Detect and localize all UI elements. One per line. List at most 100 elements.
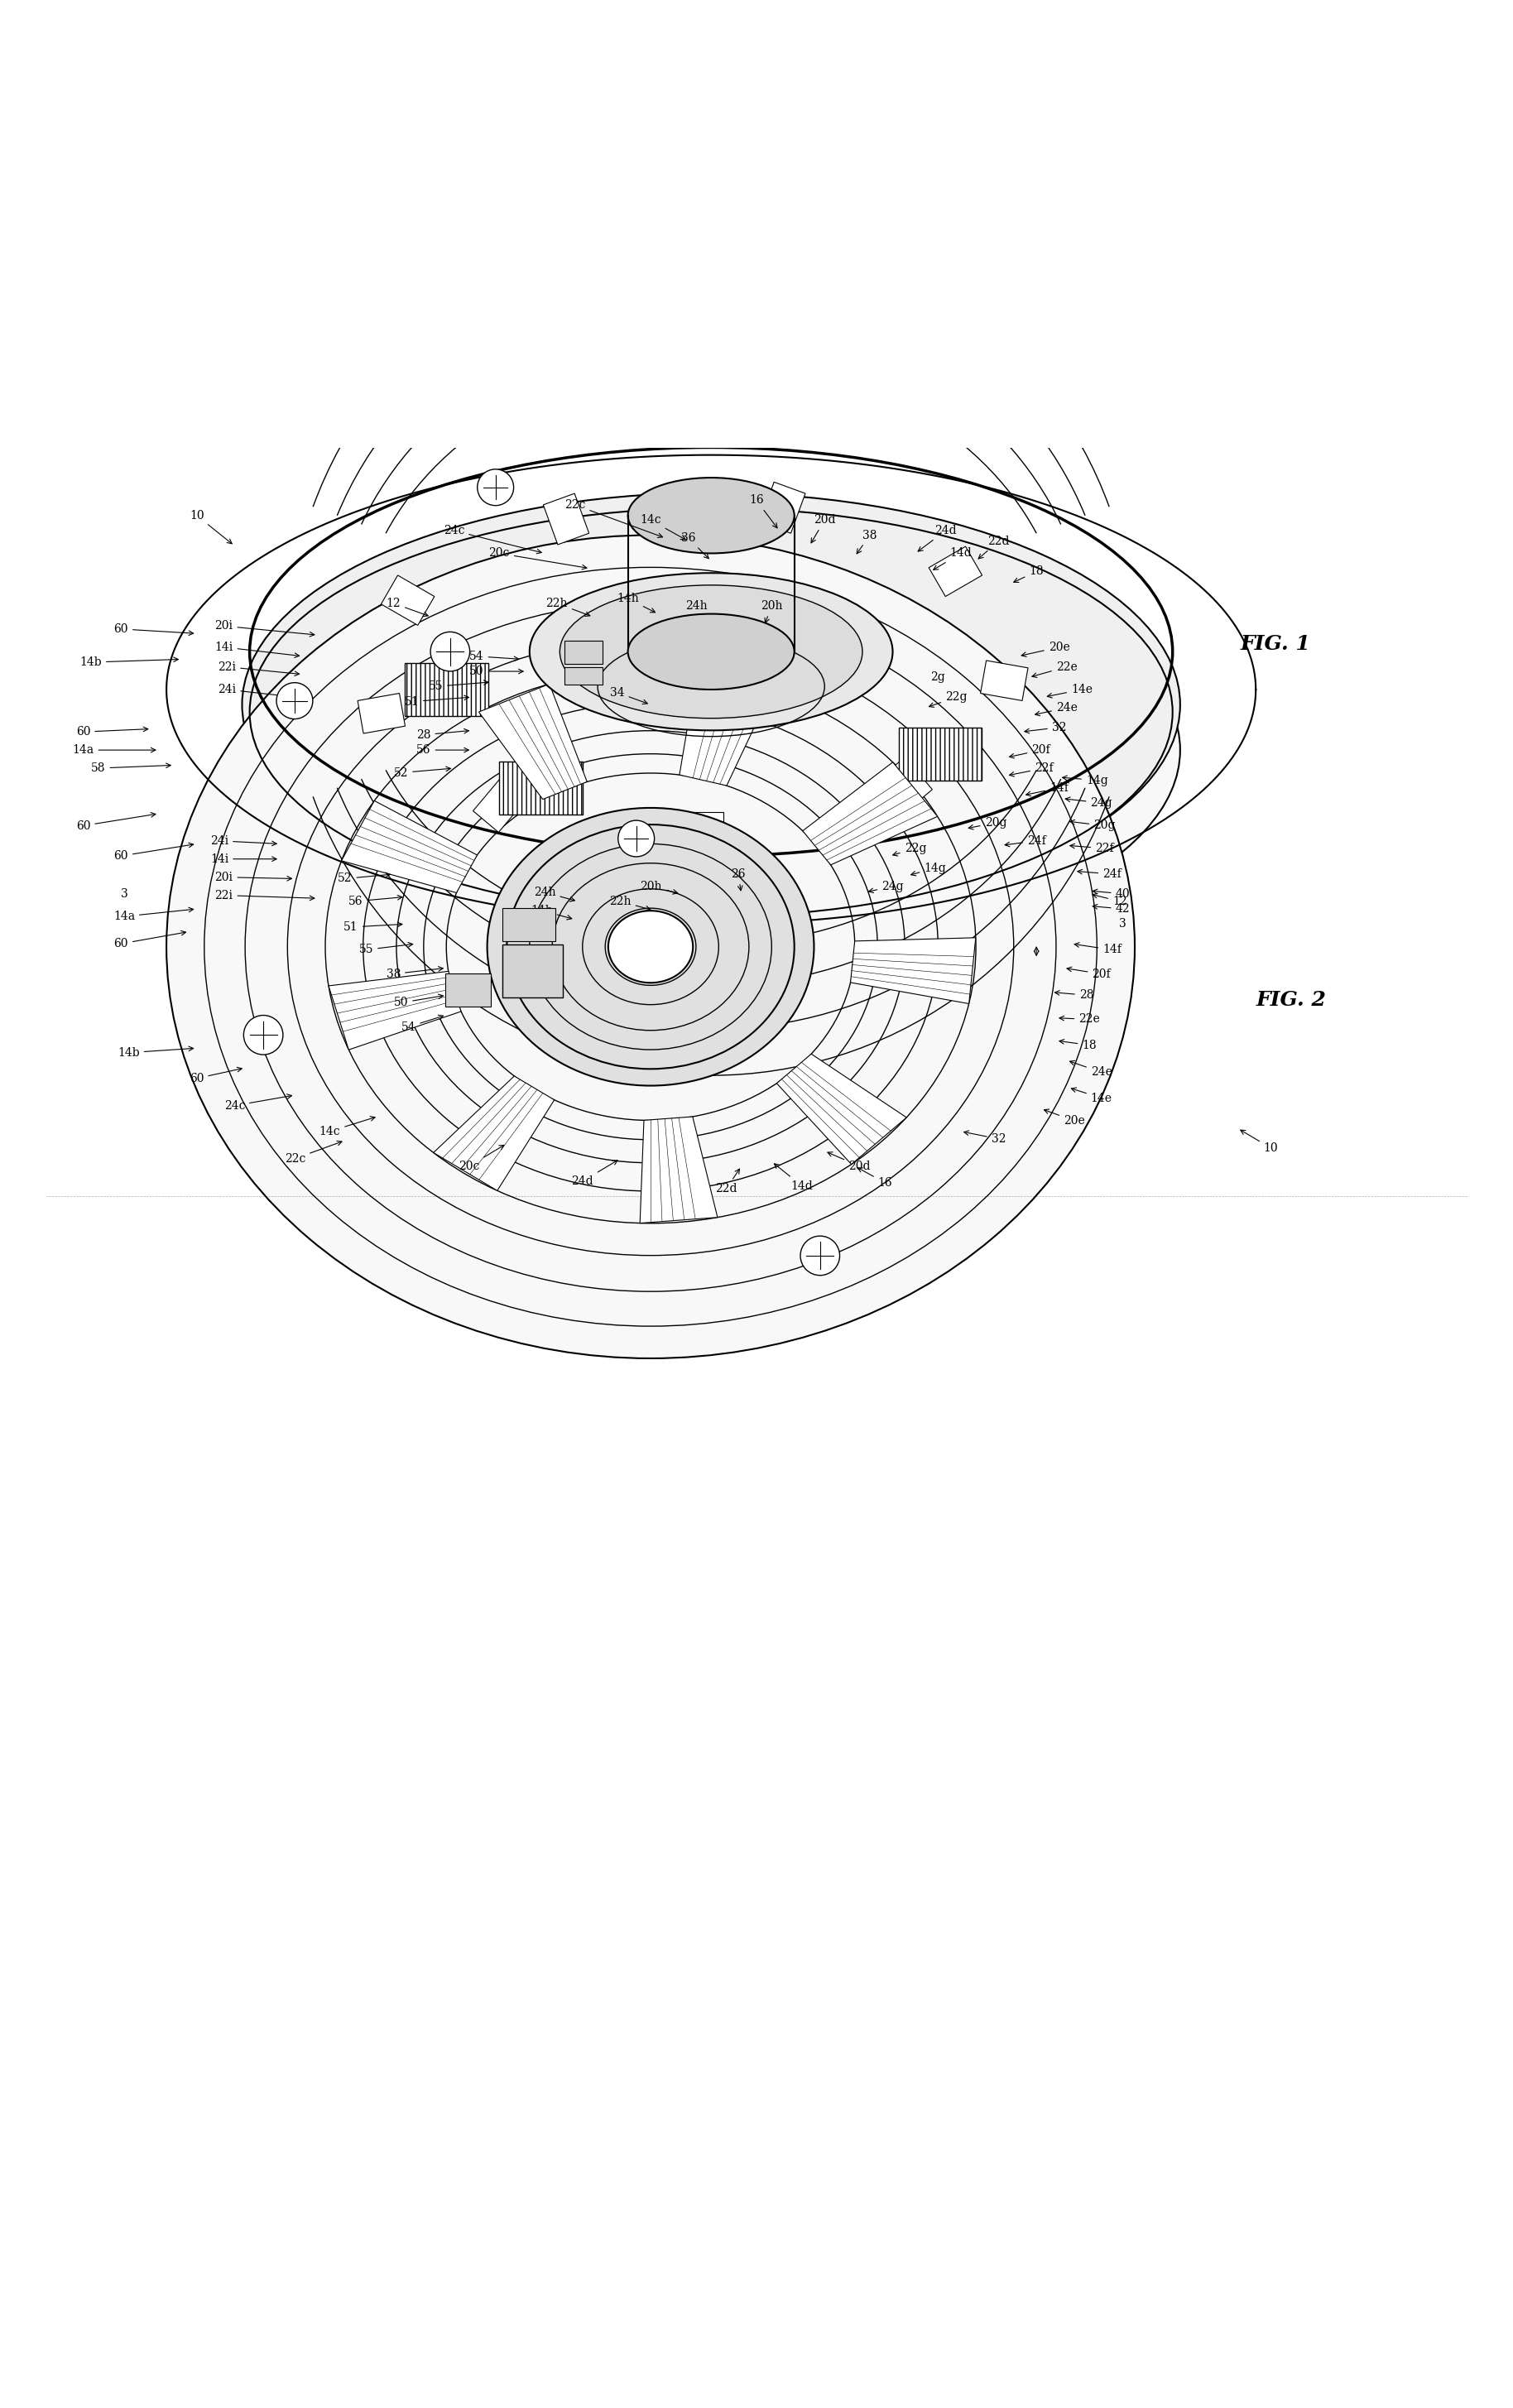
Text: 24e: 24e — [1070, 1060, 1112, 1079]
Bar — [357, 694, 405, 734]
Text: 20e: 20e — [1021, 641, 1070, 657]
Circle shape — [277, 681, 313, 720]
Circle shape — [244, 1016, 283, 1055]
Bar — [499, 761, 583, 814]
Text: 14i: 14i — [215, 641, 300, 657]
Text: 14f: 14f — [1074, 942, 1121, 956]
Polygon shape — [328, 970, 461, 1050]
Text: 24g: 24g — [868, 881, 903, 893]
Ellipse shape — [560, 585, 862, 718]
Text: 20h: 20h — [640, 881, 678, 893]
Text: 28: 28 — [1055, 990, 1094, 1002]
Text: 24e: 24e — [1035, 701, 1077, 715]
Text: 22c: 22c — [564, 498, 663, 537]
Text: 22h: 22h — [610, 896, 651, 910]
Text: 38: 38 — [386, 966, 443, 980]
Text: 14h: 14h — [531, 905, 572, 920]
Text: 12: 12 — [1092, 893, 1127, 908]
Text: 24i: 24i — [218, 684, 292, 698]
Text: 20h: 20h — [761, 600, 782, 624]
Text: 20g: 20g — [968, 816, 1006, 828]
Bar — [564, 667, 602, 684]
Text: 32: 32 — [964, 1132, 1006, 1144]
Text: 14c: 14c — [319, 1117, 375, 1137]
Bar — [404, 662, 487, 715]
Bar — [381, 576, 434, 626]
Text: 14h: 14h — [617, 592, 655, 612]
Text: 22e: 22e — [1059, 1014, 1100, 1026]
Text: 58: 58 — [91, 763, 171, 773]
Text: 24i: 24i — [210, 836, 277, 848]
Text: 22g: 22g — [929, 691, 967, 708]
Text: 14a: 14a — [73, 744, 156, 756]
Ellipse shape — [242, 539, 1180, 961]
Ellipse shape — [166, 535, 1135, 1358]
Polygon shape — [640, 1117, 717, 1223]
Text: 20e: 20e — [1044, 1110, 1085, 1127]
Circle shape — [800, 1235, 840, 1276]
Text: 18: 18 — [1014, 566, 1044, 583]
Text: 10: 10 — [189, 510, 231, 544]
Text: 24c: 24c — [443, 525, 542, 554]
Bar — [879, 756, 932, 811]
Text: 14g: 14g — [911, 862, 946, 877]
Polygon shape — [776, 1055, 906, 1165]
Polygon shape — [850, 937, 976, 1004]
Text: 55: 55 — [359, 942, 413, 956]
Bar — [502, 944, 563, 997]
Text: 24h: 24h — [534, 886, 575, 901]
Text: 60: 60 — [76, 727, 148, 737]
Text: 24g: 24g — [1065, 797, 1112, 809]
Text: 18: 18 — [1059, 1040, 1097, 1050]
Bar — [690, 811, 723, 855]
Text: 20i: 20i — [215, 621, 315, 636]
Text: FIG. 1: FIG. 1 — [1241, 633, 1310, 655]
Polygon shape — [433, 1076, 554, 1190]
Text: 14e: 14e — [1047, 684, 1092, 698]
Text: 20c: 20c — [458, 1146, 504, 1173]
Text: 24f: 24f — [1005, 836, 1045, 848]
Text: 52: 52 — [393, 766, 451, 778]
Text: 60: 60 — [113, 932, 186, 949]
Text: 55: 55 — [428, 681, 489, 691]
Text: 52: 52 — [337, 872, 390, 884]
Text: 10: 10 — [1241, 1129, 1278, 1153]
Text: 20g: 20g — [1070, 819, 1115, 831]
Text: 60: 60 — [189, 1067, 242, 1084]
Text: 22c: 22c — [284, 1141, 342, 1165]
Bar — [899, 727, 982, 780]
Text: 22f: 22f — [1070, 843, 1114, 855]
Text: 28: 28 — [416, 730, 469, 742]
Text: 56: 56 — [416, 744, 469, 756]
Text: 3: 3 — [1120, 917, 1126, 929]
Text: 20d: 20d — [811, 515, 835, 542]
Text: 51: 51 — [343, 922, 402, 932]
Text: 50: 50 — [469, 665, 523, 677]
Text: 20f: 20f — [1009, 744, 1050, 759]
Text: 26: 26 — [744, 653, 772, 672]
Ellipse shape — [628, 614, 794, 689]
Ellipse shape — [628, 477, 794, 554]
Polygon shape — [342, 802, 477, 893]
Text: 16: 16 — [749, 494, 778, 527]
Text: 60: 60 — [113, 624, 194, 636]
Text: 42: 42 — [1092, 903, 1130, 915]
Text: 14c: 14c — [640, 515, 685, 539]
Text: 14d: 14d — [934, 547, 971, 571]
Text: 22i: 22i — [215, 889, 315, 901]
Bar — [445, 973, 490, 1007]
Text: 20d: 20d — [828, 1151, 870, 1173]
Text: 14d: 14d — [775, 1163, 812, 1192]
Text: 60: 60 — [76, 811, 156, 831]
Ellipse shape — [487, 807, 814, 1086]
Bar — [929, 547, 982, 597]
Text: 38: 38 — [856, 530, 878, 554]
Text: 14i: 14i — [210, 852, 277, 864]
Text: 50: 50 — [393, 995, 443, 1009]
Text: 51: 51 — [404, 696, 469, 708]
Text: 24c: 24c — [224, 1093, 292, 1112]
Text: 3: 3 — [121, 889, 127, 901]
Ellipse shape — [242, 494, 1180, 917]
Text: 22d: 22d — [979, 535, 1009, 559]
Circle shape — [478, 470, 514, 506]
